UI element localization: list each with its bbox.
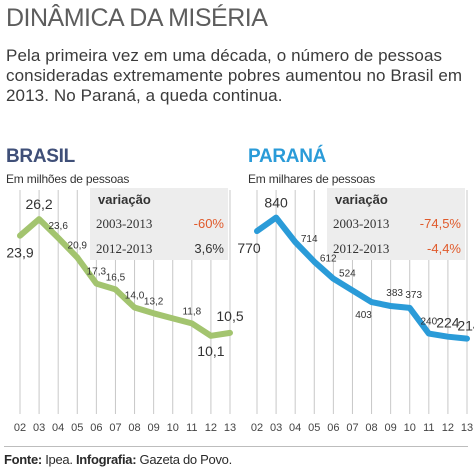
parana-variation-value: -4,4% <box>427 241 461 256</box>
parana-x-tick: 13 <box>461 422 473 434</box>
brasil-x-tick: 08 <box>128 422 140 434</box>
brasil-x-tick: 11 <box>186 422 197 434</box>
parana-x-tick: 07 <box>346 422 358 434</box>
brasil-series-line <box>17 216 233 339</box>
brasil-x-tick: 09 <box>148 422 160 434</box>
brasil-data-label: 23,9 <box>6 245 33 261</box>
page-title: DINÂMICA DA MISÉRIA <box>6 4 268 32</box>
parana-variation-box <box>327 188 465 260</box>
brasil-data-label: 23,6 <box>48 221 68 232</box>
parana-data-label: 214 <box>457 318 474 334</box>
parana-chart: 02 03 04 05 06 07 08 09 10 11 12 13 variação 2003-201… <box>237 188 474 434</box>
parana-data-label: 612 <box>320 254 337 265</box>
parana-x-tick: 08 <box>365 422 377 434</box>
parana-variation-period: 2012-2013 <box>333 241 389 256</box>
credit-value: Gazeta do Povo. <box>139 452 233 467</box>
brasil-variation-period: 2012-2013 <box>96 241 152 256</box>
parana-subtitle: Em milhares de pessoas <box>248 172 375 186</box>
brasil-data-label: 10,1 <box>197 343 224 359</box>
parana-x-tick: 02 <box>251 422 263 434</box>
parana-x-tick: 09 <box>385 422 397 434</box>
brasil-variation-box <box>90 188 228 260</box>
parana-x-tick: 10 <box>404 422 416 434</box>
parana-variation-value: -74,5% <box>420 216 462 231</box>
parana-data-label: 383 <box>386 288 403 299</box>
footer-credits: Fonte: Ipea. Infografia: Gazeta do Povo. <box>4 452 232 467</box>
parana-data-label: 714 <box>301 234 318 245</box>
parana-data-label: 373 <box>405 290 422 301</box>
brasil-data-label: 16,5 <box>106 272 126 283</box>
brasil-x-tick: 13 <box>224 422 236 434</box>
brasil-x-tick: 07 <box>109 422 121 434</box>
brasil-chart: 02 03 04 05 06 07 08 09 10 11 12 13 variação 2003-201… <box>6 188 244 434</box>
parana-data-label: 840 <box>264 195 288 211</box>
parana-data-label: 240 <box>420 317 437 328</box>
credit-label: Infografia: <box>75 452 137 467</box>
brasil-x-tick: 05 <box>71 422 83 434</box>
brasil-x-tick: 02 <box>14 422 26 434</box>
brasil-data-label: 13,2 <box>144 296 164 307</box>
brasil-x-tick: 10 <box>167 422 179 434</box>
parana-x-tick: 03 <box>270 422 282 434</box>
parana-x-tick: 06 <box>327 422 339 434</box>
parana-title: PARANÁ <box>248 146 327 167</box>
brasil-data-label: 14,0 <box>125 291 145 302</box>
parana-x-tick: 05 <box>308 422 320 434</box>
parana-data-label: 770 <box>237 240 261 256</box>
brasil-title: BRASIL <box>6 146 75 167</box>
parana-variation-period: 2003-2013 <box>333 216 389 231</box>
brasil-x-tick: 12 <box>205 422 217 434</box>
brasil-x-tick: 03 <box>33 422 45 434</box>
intro-text: Pela primeira vez em uma década, o númer… <box>6 46 463 105</box>
brasil-variation-value: 3,6% <box>194 241 224 256</box>
source-value: Ipea. <box>45 452 73 467</box>
brasil-x-tick: 04 <box>52 422 64 434</box>
brasil-subtitle: Em milhões de pessoas <box>6 172 130 186</box>
parana-x-tick: 11 <box>423 422 434 434</box>
parana-data-label: 403 <box>355 310 372 321</box>
brasil-variation-value: -60% <box>194 216 225 231</box>
footer-divider <box>4 446 468 447</box>
brasil-data-label: 17,3 <box>87 267 107 278</box>
brasil-x-tick: 06 <box>90 422 102 434</box>
parana-series-line <box>254 214 470 342</box>
parana-data-label: 224 <box>436 315 460 331</box>
brasil-variation-period: 2003-2013 <box>96 216 152 231</box>
brasil-data-label: 26,2 <box>25 196 52 212</box>
source-label: Fonte: <box>4 452 42 467</box>
brasil-variation-header: variação <box>98 192 151 207</box>
parana-data-label: 524 <box>339 269 356 280</box>
brasil-data-label: 20,9 <box>68 240 88 251</box>
parana-x-tick: 04 <box>289 422 301 434</box>
brasil-data-label: 11,8 <box>182 306 201 317</box>
brasil-data-label: 10,5 <box>216 308 243 324</box>
parana-variation-header: variação <box>335 192 388 207</box>
parana-x-tick: 12 <box>442 422 454 434</box>
